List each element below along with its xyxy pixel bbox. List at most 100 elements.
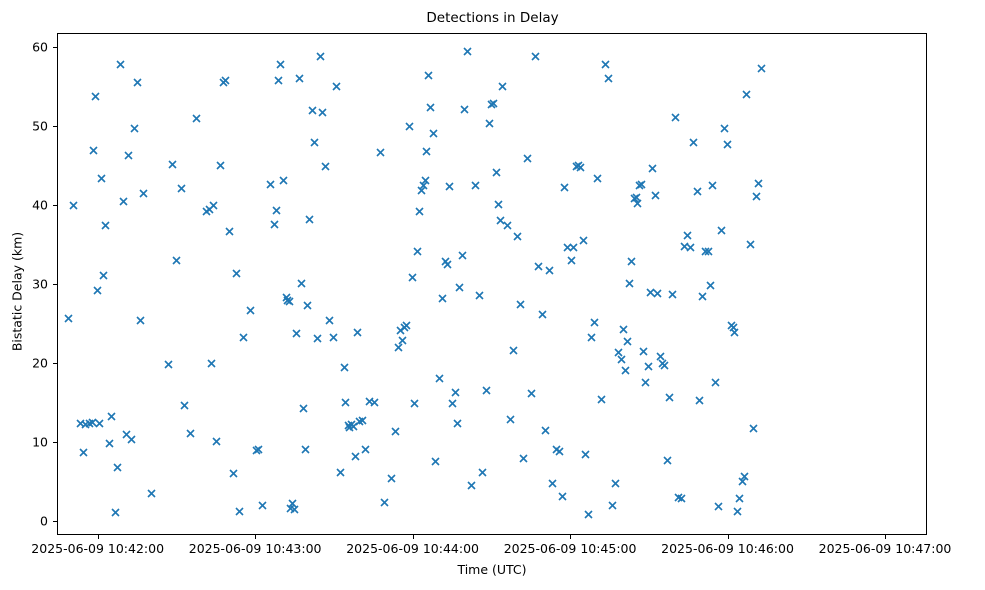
scatter-point <box>557 491 568 502</box>
scatter-point <box>685 242 696 253</box>
scatter-point <box>493 199 504 210</box>
scatter-point <box>652 288 663 299</box>
scatter-point <box>92 285 103 296</box>
scatter-point <box>645 287 656 298</box>
scatter-point <box>457 250 468 261</box>
scatter-point <box>616 354 627 365</box>
scatter-point <box>278 175 289 186</box>
scatter-point <box>486 99 497 110</box>
scatter-point <box>452 418 463 429</box>
scatter-point <box>568 242 579 253</box>
scatter-point <box>339 362 350 373</box>
scatter-point <box>586 332 597 343</box>
scatter-point <box>650 190 661 201</box>
scatter-point <box>477 467 488 478</box>
scatter-point <box>390 426 401 437</box>
scatter-point <box>281 292 292 303</box>
scatter-point <box>106 411 117 422</box>
scatter-point <box>462 46 473 57</box>
scatter-point <box>547 478 558 489</box>
scatter-point <box>307 105 318 116</box>
scatter-point <box>90 91 101 102</box>
scatter-point <box>578 235 589 246</box>
scatter-point <box>296 278 307 289</box>
scatter-point <box>78 447 89 458</box>
y-axis-tick-label: 20 <box>32 355 48 371</box>
scatter-point <box>544 265 555 276</box>
x-axis-tick-label: 2025-06-09 10:43:00 <box>188 541 322 556</box>
scatter-point <box>530 51 541 62</box>
scatter-point <box>728 322 739 333</box>
scatter-point <box>291 328 302 339</box>
scatter-point <box>123 150 134 161</box>
scatter-point <box>407 272 418 283</box>
scatter-point <box>688 137 699 148</box>
scatter-point <box>533 261 544 272</box>
scatter-point <box>751 191 762 202</box>
scatter-point <box>121 429 132 440</box>
scatter-point <box>357 415 368 426</box>
scatter-point <box>344 422 355 433</box>
scatter-point <box>96 173 107 184</box>
scatter-point <box>505 414 516 425</box>
scatter-point <box>662 455 673 466</box>
scatter-point <box>734 493 745 504</box>
scatter-point <box>515 299 526 310</box>
scatter-point <box>346 419 357 430</box>
scatter-point <box>603 73 614 84</box>
scatter-point <box>707 180 718 191</box>
scatter-point <box>554 446 565 457</box>
scatter-point <box>228 468 239 479</box>
scatter-point <box>518 453 529 464</box>
scatter-point <box>618 324 629 335</box>
scatter-point <box>126 434 137 445</box>
scatter-point <box>502 220 513 231</box>
scatter-point <box>201 206 212 217</box>
scatter-point <box>716 225 727 236</box>
scatter-point <box>191 113 202 124</box>
y-axis-tick-mark <box>53 126 57 128</box>
scatter-point <box>104 438 115 449</box>
scatter-point <box>592 173 603 184</box>
scatter-point <box>146 488 157 499</box>
scatter-point <box>245 305 256 316</box>
scatter-point <box>741 89 752 100</box>
scatter-point <box>670 112 681 123</box>
x-axis-tick-label: 2025-06-09 10:46:00 <box>661 541 794 556</box>
scatter-point <box>655 351 666 362</box>
scatter-point <box>317 107 328 118</box>
scatter-point <box>215 160 226 171</box>
y-axis-tick-mark <box>53 362 57 364</box>
scatter-point <box>185 428 196 439</box>
scatter-point <box>559 182 570 193</box>
scatter-point <box>562 242 573 253</box>
scatter-point <box>573 160 584 171</box>
y-axis-tick-label: 60 <box>32 39 48 55</box>
scatter-point <box>719 123 730 134</box>
scatter-point <box>220 75 231 86</box>
scatter-point <box>694 395 705 406</box>
scatter-point <box>300 444 311 455</box>
scatter-point <box>626 256 637 267</box>
scatter-point <box>657 358 668 369</box>
y-axis-tick-mark <box>53 441 57 443</box>
scatter-point <box>395 325 406 336</box>
scatter-point <box>705 280 716 291</box>
scatter-point <box>589 317 600 328</box>
scatter-point <box>84 418 95 429</box>
scatter-point <box>682 230 693 241</box>
scatter-point <box>420 175 431 186</box>
scatter-point <box>679 241 690 252</box>
scatter-point <box>63 313 74 324</box>
scatter-point <box>331 81 342 92</box>
scatter-point <box>434 373 445 384</box>
scatter-point <box>399 322 410 333</box>
scatter-point <box>135 315 146 326</box>
scatter-point <box>163 359 174 370</box>
scatter-point <box>667 289 678 300</box>
y-axis-tick-label: 50 <box>32 118 48 134</box>
scatter-point <box>284 296 295 307</box>
y-axis-tick-mark <box>53 284 57 285</box>
scatter-point <box>68 200 79 211</box>
